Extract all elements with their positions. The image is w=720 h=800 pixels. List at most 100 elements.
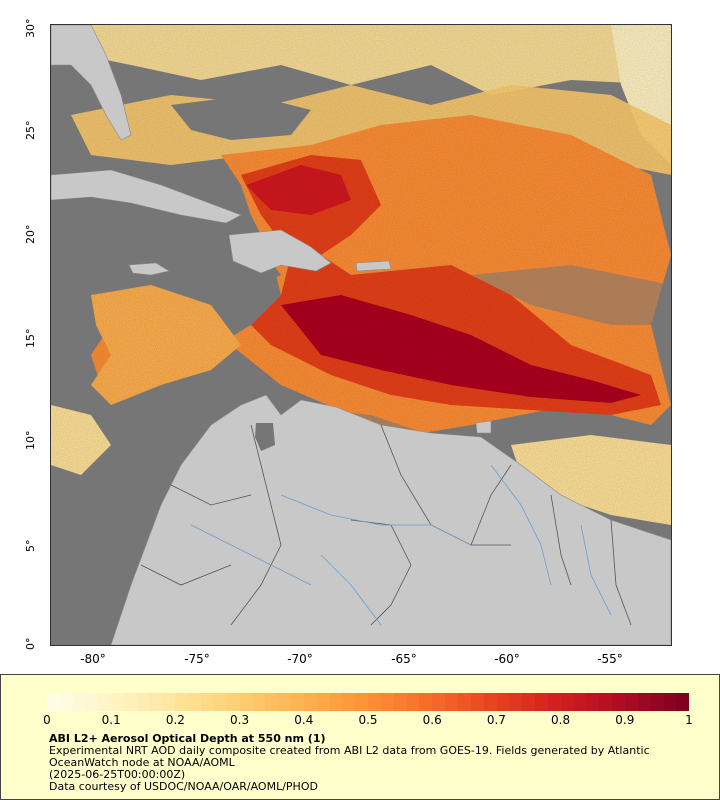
colorbar-step [342, 693, 356, 711]
land-masses [51, 25, 671, 645]
lon-tick-60: -60° [494, 652, 520, 666]
aod-map [50, 24, 672, 646]
land-jamaica [128, 262, 170, 276]
colorbar-step [85, 693, 99, 711]
colorbar-step [393, 693, 407, 711]
colorbar-step [676, 693, 690, 711]
colorbar-step [406, 693, 420, 711]
lat-tick-0: 0° [24, 637, 37, 651]
colorbar-step [419, 693, 433, 711]
lon-tick-75: -75° [184, 652, 210, 666]
colorbar-tick-label: 0 [43, 713, 51, 727]
legend-line-3: (2025-06-25T00:00:00Z) [49, 768, 186, 781]
colorbar-step [47, 693, 60, 711]
colorbar-tick-label: 0.3 [230, 713, 250, 727]
lat-tick-20: 20° [24, 224, 37, 245]
colorbar-step [303, 693, 317, 711]
land-trinidad [475, 420, 492, 434]
colorbar-step [445, 693, 458, 711]
lat-tick-15: 15° [24, 328, 37, 349]
colorbar-tick-label: 0.9 [615, 713, 635, 727]
plume-dark-west [246, 165, 351, 215]
haze-southeast [511, 435, 671, 525]
land-south-america [110, 394, 671, 645]
colorbar-step [522, 693, 536, 711]
haze-southwest [51, 405, 111, 475]
colorbar-step [239, 693, 253, 711]
colorbar-step [175, 693, 189, 711]
lat-tick-30: 30° [24, 18, 37, 39]
colorbar-step [560, 693, 574, 711]
legend-title: ABI L2+ Aerosol Optical Depth at 550 nm … [49, 732, 326, 745]
aerosol-plume [51, 25, 671, 525]
colorbar-tick-label: 0.8 [551, 713, 571, 727]
land-puerto-rico [355, 260, 392, 272]
colorbar-step [432, 693, 446, 711]
lon-tick-65: -65° [391, 652, 417, 666]
colorbar-tick-label: 0.1 [101, 713, 121, 727]
colorbar-step [380, 693, 394, 711]
colorbar-step [496, 693, 510, 711]
colorbar-step [72, 693, 86, 711]
colorbar-step [329, 693, 343, 711]
colorbar-step [650, 693, 664, 711]
colorbar-step [470, 693, 484, 711]
colorbar-step [355, 693, 369, 711]
lat-tick-25: 25° [24, 120, 37, 141]
colorbar-step [458, 693, 471, 711]
colorbar-step [483, 693, 497, 711]
lat-tick-10: 10° [24, 430, 37, 451]
colorbar-step [136, 693, 150, 711]
colorbar-step [547, 693, 561, 711]
legend-line-4: Data courtesy of USDOC/NOAA/OAR/AOML/PHO… [49, 780, 318, 793]
land-florida [51, 25, 132, 141]
colorbar-step [663, 693, 677, 711]
colorbar-step [201, 693, 214, 711]
legend-caption: ABI L2+ Aerosol Optical Depth at 550 nm … [49, 733, 689, 793]
colorbar-step [59, 693, 73, 711]
legend-panel: 0 0.1 0.2 0.3 0.4 0.5 0.6 0.7 0.8 0.9 1 ABI L2+ Ae… [0, 674, 720, 800]
lon-tick-70: -70° [287, 652, 313, 666]
colorbar-step [535, 693, 548, 711]
rivers [190, 464, 612, 626]
map-graphic [51, 25, 671, 645]
lon-tick-55: -55° [597, 652, 623, 666]
colorbar-step [509, 693, 523, 711]
colorbar-tick-label: 1 [685, 713, 693, 727]
colorbar [47, 693, 690, 711]
colorbar-tick-label: 0.7 [486, 713, 506, 727]
colorbar-step [188, 693, 202, 711]
colorbar-step [111, 693, 125, 711]
colorbar-step [213, 693, 227, 711]
haze-north [51, 25, 671, 95]
lake-maracaibo [255, 423, 275, 451]
colorbar-step [586, 693, 600, 711]
colorbar-step [149, 693, 163, 711]
colorbar-tick-label: 0.4 [294, 713, 314, 727]
colorbar-step [599, 693, 613, 711]
colorbar-step [124, 693, 137, 711]
colorbar-step [316, 693, 330, 711]
colorbar-step [612, 693, 625, 711]
land-hispaniola [228, 229, 332, 274]
colorbar-step [252, 693, 266, 711]
colorbar-step [291, 693, 304, 711]
lon-tick-80: -80° [80, 652, 106, 666]
colorbar-step [573, 693, 587, 711]
haze-west [91, 285, 241, 405]
colorbar-step [637, 693, 651, 711]
legend-line-2: OceanWatch node at NOAA/AOML [49, 756, 235, 769]
colorbar-step [624, 693, 638, 711]
plume-dark-core [281, 295, 641, 403]
colorbar-step [368, 693, 381, 711]
colorbar-tick-label: 0.2 [165, 713, 185, 727]
colorbar-step [265, 693, 279, 711]
colorbar-tick-label: 0.6 [422, 713, 442, 727]
colorbar-step [162, 693, 176, 711]
colorbar-step [98, 693, 112, 711]
colorbar-tick-label: 0.5 [358, 713, 378, 727]
colorbar-step [278, 693, 292, 711]
land-cuba [51, 169, 242, 224]
legend-line-1: Experimental NRT AOD daily composite cre… [49, 744, 650, 757]
colorbar-step [226, 693, 240, 711]
